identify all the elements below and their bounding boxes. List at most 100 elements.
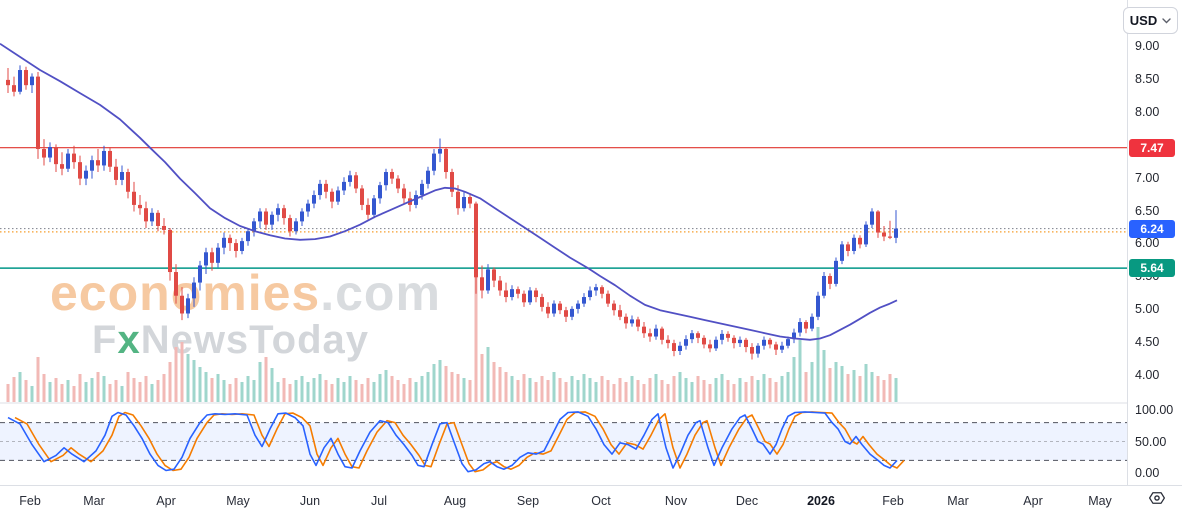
volume-bar	[192, 360, 196, 402]
candle-body	[798, 322, 802, 333]
candle-body	[102, 150, 106, 166]
volume-bar	[624, 382, 628, 402]
time-axis-label: Aug	[443, 494, 467, 508]
volume-bar	[852, 370, 856, 402]
volume-bar	[300, 376, 304, 402]
volume-bar	[402, 384, 406, 402]
candle-body	[882, 232, 886, 237]
candle-body	[270, 214, 274, 225]
candle-body	[876, 211, 880, 233]
volume-bar	[564, 382, 568, 402]
chevron-down-icon	[1162, 17, 1171, 23]
volume-bar	[240, 382, 244, 402]
volume-bar	[894, 378, 898, 402]
candle-body	[762, 339, 766, 346]
volume-bar	[360, 384, 364, 402]
candle-body	[630, 319, 634, 324]
volume-bar	[642, 384, 646, 402]
candle-body	[210, 252, 214, 263]
price-axis-tick: 6.00	[1135, 236, 1160, 251]
price-axis-tick: 9.00	[1135, 39, 1160, 53]
volume-bar	[150, 384, 154, 402]
time-axis-label: Feb	[19, 494, 41, 508]
volume-bar	[486, 347, 490, 402]
time-axis-label: Apr	[1023, 494, 1043, 508]
resistance-price-badge: 7.47	[1129, 138, 1175, 157]
currency-selector[interactable]: USD	[1123, 7, 1178, 34]
candle-body	[420, 183, 424, 196]
candle-body	[198, 265, 202, 283]
candle-body	[726, 333, 730, 338]
candle-body	[360, 188, 364, 205]
candle-body	[600, 287, 604, 294]
candle-body	[36, 76, 40, 149]
volume-bar	[522, 374, 526, 402]
candle-body	[354, 175, 358, 189]
volume-bar	[168, 362, 172, 402]
candle-body	[702, 337, 706, 345]
volume-bar	[552, 372, 556, 402]
candle-body	[18, 70, 22, 92]
candle-body	[642, 326, 646, 334]
time-axis[interactable]: Feb Mar Apr May Jun Jul Aug Sep Oct Nov Dec 2026 Feb…	[0, 485, 1182, 515]
volume-bar	[396, 380, 400, 402]
candle-body	[228, 237, 232, 244]
price-axis[interactable]: 7.47 6.24 5.64 9.00 8.50 8.00 7.00 6.50 6.00 5…	[1127, 0, 1182, 485]
time-axis-label: Dec	[735, 494, 759, 508]
volume-bar	[738, 378, 742, 402]
candle-body	[294, 221, 298, 232]
candle-body	[108, 150, 112, 167]
time-axis-label: Feb	[882, 494, 904, 508]
candle-body	[438, 148, 442, 154]
candle-body	[132, 191, 136, 205]
candle-body	[606, 293, 610, 304]
time-axis-label: Nov	[664, 494, 688, 508]
volume-bar	[342, 382, 346, 402]
candle-body	[660, 328, 664, 340]
candle-body	[894, 228, 898, 238]
candle-body	[162, 225, 166, 230]
time-axis-label: Mar	[947, 494, 969, 508]
moving-average-line	[0, 42, 898, 341]
time-axis-label: Jun	[299, 494, 321, 508]
volume-bar	[378, 374, 382, 402]
candle-body	[372, 198, 376, 215]
volume-bar	[882, 380, 886, 402]
settings-gear-icon[interactable]	[1146, 487, 1168, 509]
candle-body	[588, 290, 592, 298]
volume-bar	[528, 378, 532, 402]
volume-bar	[828, 368, 832, 402]
chart-canvas[interactable]	[0, 0, 1127, 485]
candle-body	[78, 162, 82, 179]
candle-body	[870, 211, 874, 225]
candle-body	[306, 203, 310, 212]
volume-bar	[612, 384, 616, 402]
volume-bar	[54, 378, 58, 402]
candle-body	[138, 204, 142, 209]
volume-bar	[354, 380, 358, 402]
candle-body	[510, 289, 514, 298]
volume-bar	[276, 382, 280, 402]
volume-bar	[810, 362, 814, 402]
candle-body	[828, 275, 832, 284]
time-axis-label: Apr	[156, 494, 176, 508]
support-price-badge: 5.64	[1129, 259, 1175, 278]
volume-bar	[120, 386, 124, 402]
candle-body	[390, 172, 394, 179]
volume-bar	[384, 370, 388, 402]
volume-bar	[648, 378, 652, 402]
volume-bar	[174, 347, 178, 402]
candle-body	[540, 297, 544, 307]
volume-bar	[132, 378, 136, 402]
candle-body	[804, 322, 808, 329]
candle-body	[204, 252, 208, 266]
volume-bar	[438, 360, 442, 402]
candle-body	[546, 306, 550, 314]
volume-bar	[72, 386, 76, 402]
volume-bar	[390, 376, 394, 402]
volume-bar	[750, 376, 754, 402]
volume-bar	[798, 340, 802, 402]
candle-body	[336, 190, 340, 202]
volume-bar	[102, 376, 106, 402]
